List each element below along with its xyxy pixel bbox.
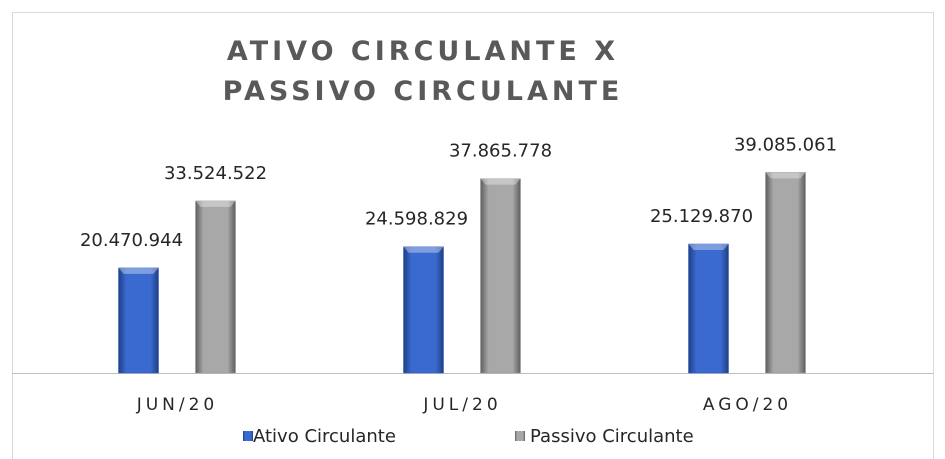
data-label: 33.524.522 (164, 163, 267, 184)
bar (480, 178, 521, 374)
bar (403, 246, 444, 374)
data-label: 24.598.829 (365, 209, 468, 230)
bar (765, 172, 806, 374)
bar-bevel (195, 200, 236, 207)
bar-bevel (118, 267, 159, 274)
bar (195, 200, 236, 374)
bar (118, 267, 159, 374)
bar-bevel (480, 178, 521, 185)
data-label: 39.085.061 (734, 134, 837, 155)
chart-title: ATIVO CIRCULANTE X PASSIVO CIRCULANTE (222, 36, 624, 107)
data-label: 25.129.870 (650, 206, 753, 227)
x-tick-label: AGO/20 (703, 395, 792, 415)
legend-label: Ativo Circulante (253, 426, 396, 447)
legend-label: Passivo Circulante (530, 426, 694, 447)
data-label: 20.470.944 (80, 230, 183, 251)
x-tick-label: JUN/20 (136, 395, 219, 415)
bar-bevel (765, 172, 806, 179)
legend-swatch (515, 431, 525, 441)
bar (688, 243, 729, 374)
legend-swatch (243, 431, 253, 441)
data-label: 37.865.778 (449, 141, 552, 162)
x-tick-label: JUL/20 (422, 395, 501, 415)
chart-border (12, 12, 934, 459)
bar-bevel (403, 246, 444, 253)
bar-bevel (688, 244, 729, 250)
